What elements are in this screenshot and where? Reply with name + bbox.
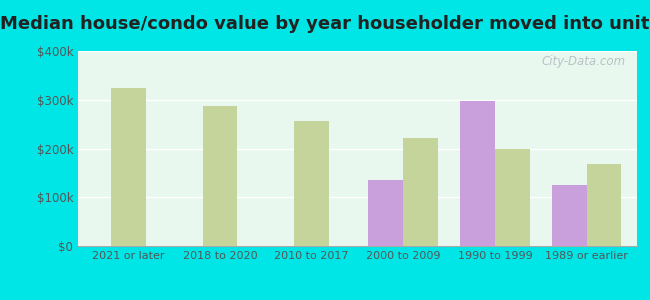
Text: City-Data.com: City-Data.com [541, 55, 626, 68]
Bar [111, 88, 146, 246]
Bar [369, 180, 403, 246]
Bar [294, 121, 329, 246]
Bar [460, 101, 495, 246]
Bar [552, 185, 586, 246]
Bar [203, 106, 237, 246]
Bar [495, 148, 530, 246]
Bar [403, 138, 438, 246]
Bar [586, 164, 621, 246]
Text: Median house/condo value by year householder moved into unit: Median house/condo value by year househo… [0, 15, 650, 33]
